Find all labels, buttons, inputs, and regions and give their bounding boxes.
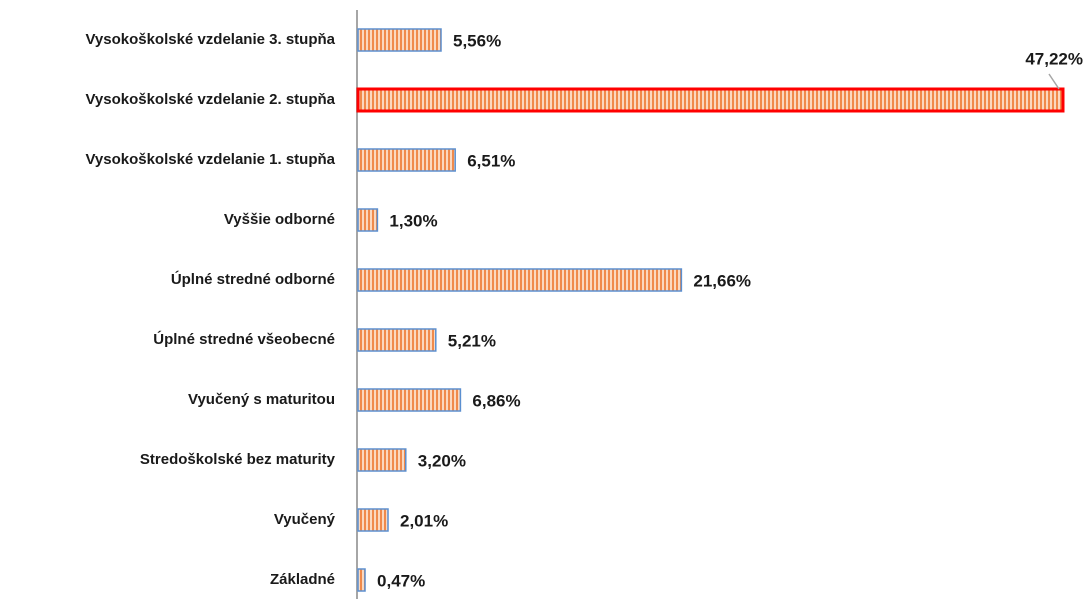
bar (356, 87, 1065, 113)
value-label: 47,22% (1025, 49, 1083, 68)
bar (357, 208, 379, 232)
category-label: Vyučený (274, 511, 336, 528)
bar (357, 448, 407, 472)
category-label: Vyučený s maturitou (188, 391, 335, 408)
value-label: 6,51% (467, 151, 515, 170)
bar (357, 388, 462, 412)
bar (357, 508, 389, 532)
bar (357, 568, 366, 592)
category-label: Vysokoškolské vzdelanie 1. stupňa (85, 151, 335, 168)
bar (357, 328, 437, 352)
category-label: Vysokoškolské vzdelanie 2. stupňa (85, 91, 335, 108)
value-label: 6,86% (472, 391, 520, 410)
category-label: Úplné stredné odborné (171, 270, 335, 288)
bar (357, 268, 683, 292)
bar (357, 28, 442, 52)
category-label: Úplné stredné všeobecné (153, 330, 335, 348)
value-label: 3,20% (418, 451, 466, 470)
value-label: 2,01% (400, 511, 448, 530)
value-label: 5,21% (448, 331, 496, 350)
category-label: Stredoškolské bez maturity (140, 451, 336, 468)
value-label: 21,66% (693, 271, 751, 290)
category-label: Vyššie odborné (224, 211, 335, 228)
category-label: Vysokoškolské vzdelanie 3. stupňa (85, 31, 335, 48)
value-label: 0,47% (377, 571, 425, 590)
value-label: 1,30% (389, 211, 437, 230)
category-label: Základné (270, 571, 335, 588)
leader-line (1048, 73, 1060, 90)
bar (357, 148, 456, 172)
value-label: 5,56% (453, 31, 501, 50)
